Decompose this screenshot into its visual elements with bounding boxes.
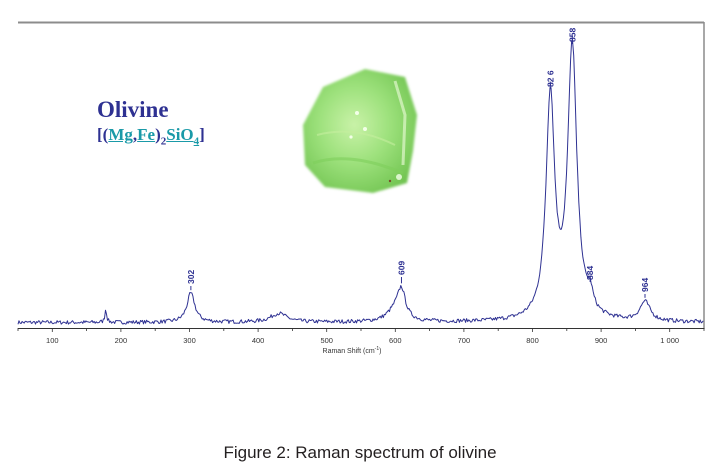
formula-element-fe[interactable]: Fe <box>137 125 156 144</box>
x-tick-label: 800 <box>526 336 539 345</box>
x-tick-label: 1 000 <box>660 336 679 345</box>
x-tick-label: 100 <box>46 336 59 345</box>
x-tick-label: 900 <box>595 336 608 345</box>
x-tick-label: 300 <box>183 336 196 345</box>
x-axis-ticks <box>17 328 705 332</box>
olivine-crystal-image <box>303 69 417 193</box>
peak-label-964: 964 <box>640 278 650 292</box>
peak-label-302: 302 <box>186 270 196 284</box>
peak-label-826: 82 6 <box>545 70 555 87</box>
formula-element-mg[interactable]: Mg <box>108 125 133 144</box>
mineral-title-block: Olivine [(Mg,Fe)2SiO4] <box>97 98 205 152</box>
chemical-formula: [(Mg,Fe)2SiO4] <box>97 125 205 148</box>
peak-label-858: 858 <box>567 28 577 42</box>
mineral-name: Olivine <box>97 97 169 122</box>
peak-label-884: 884 <box>585 266 595 280</box>
peak-label-609: 609 <box>396 261 406 275</box>
x-tick-label: 700 <box>458 336 471 345</box>
x-tick-label: 600 <box>389 336 402 345</box>
x-axis-tick-labels: 100 200 300 400 500 600 700 800 900 1 000 <box>46 336 679 345</box>
peak-labels: 302 609 82 6 858 884 964 <box>186 28 650 298</box>
spectrum-line <box>17 41 704 325</box>
raman-plot: 100 200 300 400 500 600 700 800 900 1 000 Raman S… <box>17 21 705 355</box>
figure-caption: Figure 2: Raman spectrum of olivine <box>223 443 497 462</box>
formula-element-sio[interactable]: SiO <box>166 125 194 144</box>
x-tick-label: 500 <box>320 336 333 345</box>
x-tick-label: 400 <box>252 336 265 345</box>
x-tick-label: 200 <box>115 336 128 345</box>
x-axis-label: Raman Shift (cm-1) <box>323 346 382 355</box>
